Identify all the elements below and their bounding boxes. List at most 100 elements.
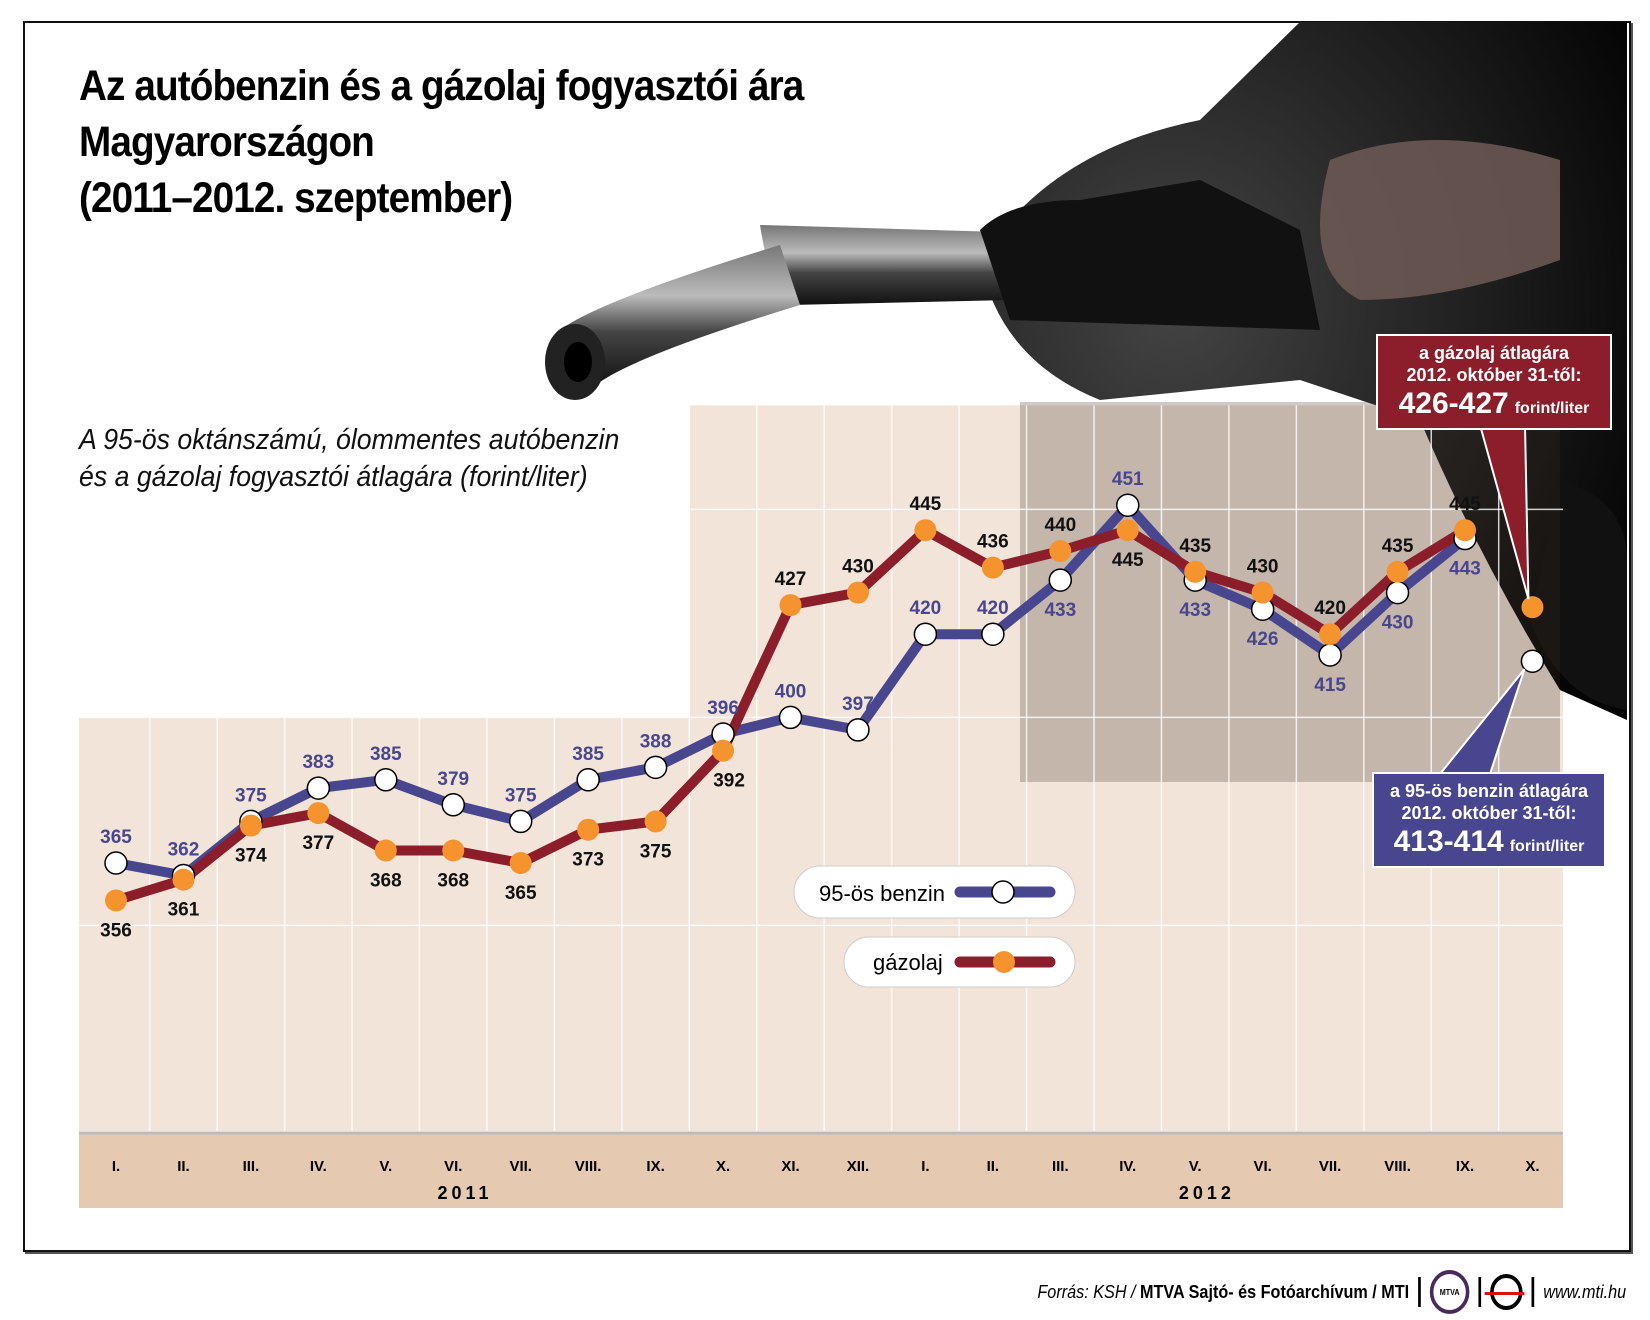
benzin-marker	[1116, 493, 1140, 517]
benzin-data-label: 375	[235, 785, 267, 806]
gazolaj-marker	[105, 889, 127, 912]
benzin-data-label: 379	[437, 769, 469, 790]
x-tick-label: VIII.	[575, 1158, 602, 1175]
gazolaj-marker	[1049, 540, 1072, 562]
benzin-data-label: 388	[640, 731, 672, 752]
x-tick-label: XII.	[847, 1158, 870, 1175]
benzin-data-label: 420	[977, 598, 1009, 619]
legend-gazolaj-label: gázolaj	[873, 950, 943, 975]
x-tick-label: VII.	[1319, 1158, 1342, 1175]
source-org: MTVA Sajtó- és Fotóarchívum / MTI	[1139, 1281, 1410, 1302]
title-line-1: Az autóbenzin és a gázolaj fogyasztói ár…	[79, 62, 804, 110]
benzin-data-label: 420	[910, 598, 942, 619]
benzin-marker	[913, 622, 938, 646]
benzin-data-label: 396	[707, 698, 739, 719]
gazolaj-data-label: 420	[1314, 598, 1346, 619]
x-tick-label: IV.	[1119, 1158, 1136, 1175]
gazolaj-marker	[1116, 519, 1139, 542]
x-tick-label: II.	[177, 1158, 190, 1175]
gazolaj-marker	[577, 818, 600, 841]
benzin-marker	[104, 851, 128, 875]
year-label: 2011	[437, 1183, 492, 1203]
gazolaj-marker	[509, 852, 532, 874]
callout-gazolaj-value: 426-427	[1398, 387, 1509, 420]
subtitle-line-1: A 95-ös oktánszámú, ólommentes autóbenzi…	[79, 424, 620, 456]
callout-benzin-line2: 2012. október 31-től:	[1401, 803, 1577, 823]
title-line-3: (2011–2012. szeptember)	[79, 174, 513, 222]
benzin-data-label: 443	[1449, 559, 1481, 580]
benzin-marker	[778, 705, 803, 730]
gazolaj-marker	[1454, 519, 1476, 542]
callout-benzin-line1: a 95-ös benzin átlagára	[1389, 781, 1589, 801]
benzin-marker	[1318, 643, 1342, 667]
benzin-data-label: 426	[1247, 629, 1279, 650]
callout-gazolaj: a gázolaj átlagára 2012. október 31-től:…	[1376, 334, 1612, 430]
x-tick-label: VIII.	[1384, 1158, 1411, 1175]
gazolaj-marker	[1521, 596, 1544, 619]
callout-benzin: a 95-ös benzin átlagára 2012. október 31…	[1372, 772, 1606, 868]
x-tick-label: VII.	[509, 1158, 532, 1175]
gazolaj-data-label: 427	[775, 569, 807, 590]
callout-gazolaj-unit: forint/liter	[1514, 400, 1590, 417]
gazolaj-marker	[914, 519, 937, 542]
x-tick-label: IV.	[310, 1158, 327, 1175]
gazolaj-marker	[644, 810, 667, 833]
gazolaj-marker	[442, 839, 465, 862]
x-tick-label: VI.	[444, 1158, 462, 1175]
benzin-data-label: 400	[775, 681, 807, 702]
x-tick-label: IX.	[1456, 1158, 1474, 1175]
benzin-marker	[441, 793, 465, 817]
benzin-marker	[1520, 649, 1545, 673]
gazolaj-data-label: 430	[842, 557, 874, 578]
gazolaj-data-label: 368	[437, 871, 469, 892]
x-tick-label: X.	[716, 1158, 730, 1175]
benzin-marker	[1385, 580, 1410, 605]
x-tick-label: I.	[921, 1158, 929, 1175]
gazolaj-data-label: 445	[1449, 494, 1481, 515]
website-link[interactable]: www.mti.hu	[1543, 1281, 1626, 1302]
benzin-marker	[1048, 568, 1073, 592]
benzin-data-label: 375	[505, 785, 537, 806]
benzin-data-label: 362	[168, 839, 200, 860]
gazolaj-marker	[239, 814, 262, 837]
fuel-nozzle-photo	[545, 22, 1627, 782]
benzin-data-label: 385	[370, 744, 402, 765]
benzin-data-label: 433	[1044, 600, 1076, 621]
benzin-marker	[374, 768, 398, 792]
benzin-data-label: 383	[302, 752, 334, 773]
callout-gazolaj-line1: a gázolaj átlagára	[1418, 343, 1570, 363]
subtitle-line-2: és a gázolaj fogyasztói átlagára (forint…	[79, 461, 588, 493]
legend-benzin-marker	[991, 880, 1015, 904]
x-tick-label: IX.	[646, 1158, 664, 1175]
gazolaj-data-label: 445	[910, 494, 942, 515]
gazolaj-marker	[846, 581, 869, 604]
gazolaj-marker	[307, 802, 330, 825]
benzin-marker	[981, 622, 1005, 646]
benzin-data-label: 451	[1112, 469, 1144, 490]
gazolaj-marker	[779, 594, 802, 617]
mtva-logo: MTVA	[1429, 1270, 1470, 1314]
x-tick-label: II.	[987, 1158, 1000, 1175]
chart-subtitle: A 95-ös oktánszámú, ólommentes autóbenzi…	[79, 422, 619, 496]
gazolaj-data-label: 356	[100, 920, 132, 941]
gazolaj-data-label: 368	[370, 871, 402, 892]
gazolaj-data-label: 436	[977, 532, 1009, 553]
gazolaj-data-label: 374	[235, 846, 267, 867]
gazolaj-data-label: 392	[713, 771, 745, 792]
benzin-data-label: 397	[842, 694, 874, 715]
gazolaj-data-label: 365	[505, 883, 537, 904]
callout-benzin-value: 413-414	[1393, 825, 1504, 858]
year-label: 2012	[1179, 1183, 1235, 1203]
x-axis-band	[79, 1134, 1563, 1208]
gazolaj-data-label: 435	[1382, 536, 1414, 557]
gazolaj-marker	[1251, 581, 1274, 604]
gazolaj-data-label: 435	[1179, 536, 1211, 557]
benzin-data-label: 433	[1179, 600, 1211, 621]
benzin-marker	[846, 718, 870, 742]
gazolaj-data-label: 373	[572, 850, 604, 871]
divider	[1418, 1277, 1421, 1307]
x-tick-label: VI.	[1253, 1158, 1271, 1175]
x-tick-label: V.	[1189, 1158, 1202, 1175]
